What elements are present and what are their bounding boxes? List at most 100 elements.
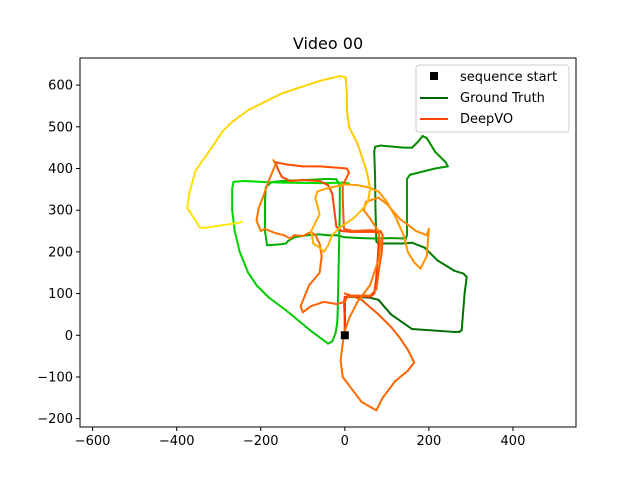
deepvo-line-segment — [301, 230, 313, 238]
ground-truth-line-segment — [233, 230, 241, 253]
deepvo-line-segment — [263, 227, 277, 235]
deepvo-line-continued-segment — [221, 221, 241, 227]
deepvo-line-continued-segment — [341, 375, 351, 387]
deepvo-line-continued-segment — [327, 234, 334, 247]
legend-label-sequence-start: sequence start — [460, 70, 557, 85]
deepvo-line — [255, 159, 384, 337]
deepvo-line-segment — [280, 175, 292, 182]
x-tick-label: 200 — [416, 434, 441, 449]
deepvo-line-segment — [352, 229, 372, 233]
y-tick-label: −200 — [37, 412, 73, 427]
deepvo-line-continued-segment — [366, 175, 372, 191]
deepvo-line-continued-segment — [356, 184, 369, 189]
ground-truth-line-segment — [255, 284, 271, 299]
deepvo-line-segment — [342, 227, 355, 233]
deepvo-line-continued-segment — [360, 200, 369, 212]
legend-marker-sequence-start — [430, 72, 438, 80]
ground-truth-line-segment — [232, 180, 245, 183]
ground-truth-line-segment — [436, 259, 456, 272]
deepvo-line-segment — [380, 234, 384, 253]
deepvo-line-continued-segment — [205, 224, 224, 229]
deepvo-line-continued-segment — [238, 220, 243, 224]
deepvo-line-continued-segment — [194, 219, 201, 229]
deepvo-line-segment — [255, 207, 260, 222]
deepvo-line-continued-segment — [377, 190, 388, 203]
deepvo-line-continued-segment — [425, 227, 430, 258]
deepvo-line-continued-segment — [314, 190, 319, 199]
deepvo-line-continued-segment — [343, 317, 351, 333]
ground-truth-line-segment — [334, 321, 339, 335]
deepvo-line-continued-segment — [360, 298, 380, 316]
deepvo-line-continued-segment — [369, 217, 380, 233]
deepvo-line-segment — [266, 173, 273, 187]
ground-truth-line-segment — [373, 150, 377, 178]
ground-truth-line-segment — [463, 275, 468, 295]
deepvo-line-continued-segment — [345, 109, 351, 128]
deepvo-line-segment — [276, 167, 283, 178]
y-tick-label: 600 — [48, 79, 73, 94]
deepvo-line-segment — [310, 300, 325, 308]
deepvo-line-continued-segment — [398, 217, 418, 233]
deepvo-line-continued-segment — [339, 342, 344, 362]
deepvo-line-continued-segment — [406, 348, 416, 364]
deepvo-line-continued-segment — [356, 284, 372, 303]
ground-truth-line — [231, 134, 468, 345]
y-tick-label: 500 — [48, 120, 73, 135]
deepvo-line-segment — [299, 305, 304, 314]
deepvo-line-continued-segment — [360, 400, 378, 412]
y-tick-label: 100 — [48, 287, 73, 302]
deepvo-line-segment — [270, 163, 277, 176]
deepvo-line-continued-segment — [247, 92, 283, 112]
deepvo-line-continued-segment — [369, 259, 380, 287]
deepvo-line-continued-segment — [280, 79, 321, 95]
ground-truth-line-segment — [377, 298, 393, 316]
y-tick-label: 300 — [48, 204, 73, 219]
deepvo-line-continued-segment — [394, 215, 405, 237]
ground-truth-line-segment — [411, 140, 420, 149]
deepvo-line-segment — [377, 250, 383, 274]
deepvo-line-continued-segment — [377, 196, 388, 205]
deepvo-line-continued-segment — [377, 242, 382, 262]
deepvo-line-segment — [282, 234, 292, 240]
deepvo-line-segment — [340, 230, 353, 233]
deepvo-line-segment — [318, 255, 323, 274]
deepvo-line-continued-segment — [348, 300, 359, 320]
y-tick-label: 0 — [65, 329, 73, 344]
deepvo-line-continued-segment — [375, 396, 384, 412]
ground-truth-line-segment — [369, 296, 380, 301]
deepvo-line-continued-segment — [406, 250, 416, 264]
deepvo-line-segment — [301, 179, 321, 182]
deepvo-line-segment — [289, 179, 304, 182]
deepvo-line-continued-segment — [348, 384, 363, 403]
deepvo-line-continued-segment — [186, 192, 191, 210]
chart-title: Video 00 — [293, 34, 363, 53]
deepvo-line-segment — [257, 196, 264, 210]
ground-truth-line-segment — [425, 137, 437, 153]
deepvo-line-continued-segment — [344, 76, 348, 95]
x-tick-label: −400 — [159, 434, 195, 449]
ground-truth-line-segment — [238, 250, 250, 274]
ground-truth-line-segment — [411, 241, 426, 249]
ground-truth-line-segment — [453, 269, 465, 275]
deepvo-line-continued-segment — [377, 313, 393, 328]
ground-truth-line-segment — [434, 150, 447, 164]
deepvo-line-continued-segment — [343, 183, 359, 187]
deepvo-line-segment — [293, 234, 304, 238]
legend: sequence start Ground Truth DeepVO — [415, 64, 570, 133]
ground-truth-line-segment — [231, 180, 235, 191]
y-tick-label: −100 — [37, 370, 73, 385]
deepvo-line-continued-segment — [230, 109, 250, 124]
plot-area — [186, 74, 468, 412]
deepvo-line-continued-segment — [221, 121, 233, 132]
deepvo-line-continued-segment — [415, 230, 428, 237]
deepvo-line-continued-segment — [339, 217, 355, 228]
deepvo-line-continued-segment — [194, 148, 212, 172]
axes-frame — [79, 57, 577, 428]
deepvo-line-continued-segment — [385, 200, 397, 218]
deepvo-line-segment — [261, 184, 269, 199]
deepvo-line-segment — [284, 163, 304, 168]
deepvo-line-segment — [369, 288, 378, 297]
deepvo-line-continued-segment — [377, 230, 382, 245]
deepvo-line-continued-segment — [331, 183, 346, 189]
ground-truth-line-segment — [460, 292, 466, 332]
